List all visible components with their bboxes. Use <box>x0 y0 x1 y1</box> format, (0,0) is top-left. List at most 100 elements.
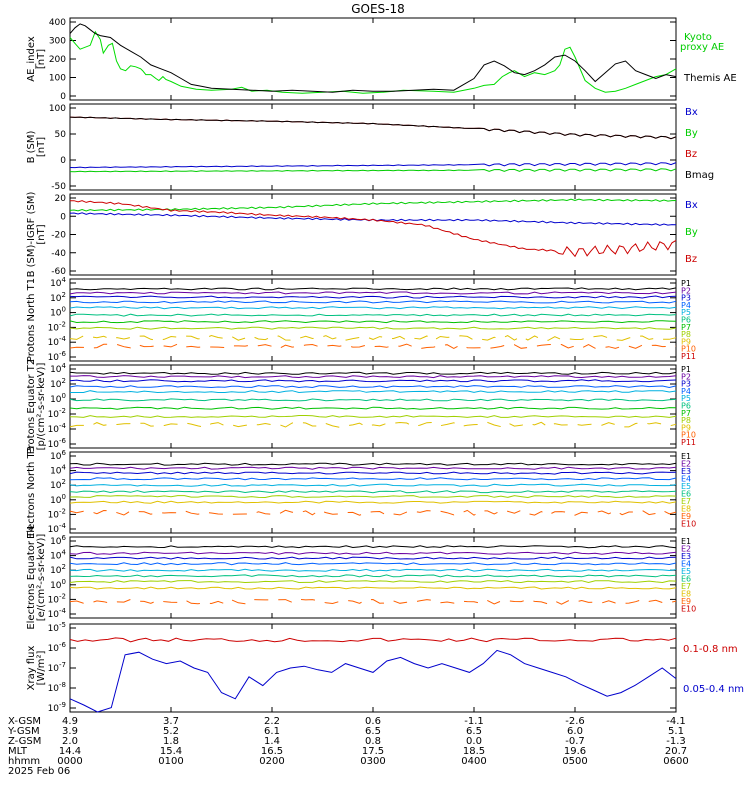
footer-row-label: Y-GSM <box>7 726 40 737</box>
series-line-e2 <box>69 466 677 470</box>
legend-e3: E3 <box>681 552 691 561</box>
y-tick-label: 400 <box>49 18 66 28</box>
legend-p1: P1 <box>681 279 691 288</box>
panel-8: 10-5 10-6 10-7 10-8 10-9 Xray flux [W/m²] 0.1-0… <box>26 621 744 714</box>
legend-p6: P6 <box>681 402 691 411</box>
series-line-bz <box>69 200 677 258</box>
y-tick-label: 100 <box>49 74 66 84</box>
footer-value-x: 0.6 <box>365 716 381 727</box>
series-line-p9 <box>69 334 677 341</box>
y-axis-label: B (SM) <box>26 130 37 163</box>
series-line-themis-ae <box>69 23 677 93</box>
y-tick-label: 102 <box>50 291 66 304</box>
series-line-p4 <box>69 300 677 304</box>
legend-p7: P7 <box>681 323 691 332</box>
legend-e5: E5 <box>681 482 691 491</box>
legend-e6: E6 <box>681 575 691 584</box>
series-line-e4 <box>69 477 677 481</box>
legend-by: By <box>685 227 698 238</box>
y-tick-label: 0 <box>60 212 66 222</box>
y-tick-label: 10-8 <box>48 681 66 694</box>
footer-value-mlt: 20.7 <box>665 746 687 757</box>
legend-e4: E4 <box>681 475 691 484</box>
series-line-kyoto-proxy-ae <box>69 30 677 94</box>
footer-value-z: -1.3 <box>666 736 686 747</box>
y-tick-label: 10-4 <box>48 607 67 620</box>
y-tick-label: -60 <box>51 267 66 277</box>
legend-p6: P6 <box>681 316 691 325</box>
series-line-bz <box>69 116 677 140</box>
footer-value-mlt: 15.4 <box>160 746 182 757</box>
legend-p9: P9 <box>681 423 691 432</box>
footer-value-mlt: 17.5 <box>362 746 384 757</box>
series-line-p5 <box>70 390 677 394</box>
series-line-e5 <box>69 483 677 487</box>
panel-frame <box>69 623 677 713</box>
footer-value-hhmm: 0600 <box>663 756 688 767</box>
y-tick-label: 104 <box>50 362 66 375</box>
legend-e9: E9 <box>681 597 691 606</box>
y-axis-label: Protons Equator T2 <box>26 359 37 455</box>
legend-p4: P4 <box>681 387 691 396</box>
legend-e9: E9 <box>681 512 691 521</box>
footer-value-z: 2.0 <box>62 736 78 747</box>
y-axis-label: [nT] <box>36 49 47 69</box>
legend-e1: E1 <box>681 537 691 546</box>
series-line-p6 <box>69 313 677 317</box>
plot-title: GOES-18 <box>351 2 405 16</box>
series-line-bx <box>69 162 677 169</box>
panel-frame <box>69 103 677 191</box>
footer-value-z: 0.8 <box>365 736 381 747</box>
legend-p8: P8 <box>681 416 691 425</box>
footer-row-label: MLT <box>8 746 28 757</box>
legend-p3: P3 <box>681 294 691 303</box>
legend-p10: P10 <box>681 431 696 440</box>
footer-value-mlt: 14.4 <box>59 746 81 757</box>
y-axis-label: [nT] <box>36 224 47 244</box>
series-line-xray-short <box>69 649 677 713</box>
series-line-e7 <box>69 495 677 499</box>
footer-value-x: -2.6 <box>565 716 585 727</box>
footer-value-mlt: 18.5 <box>463 746 485 757</box>
y-tick-label: 100 <box>49 104 66 114</box>
series-line-p2 <box>70 375 677 379</box>
y-tick-label: 102 <box>50 377 66 390</box>
legend-p4: P4 <box>681 301 691 310</box>
series-line-xray-long <box>69 637 677 643</box>
series-line-p2 <box>69 291 677 295</box>
series-line-p3 <box>69 295 677 299</box>
y-tick-label: -40 <box>51 249 66 259</box>
legend-bz: Bz <box>685 149 697 160</box>
legend-p1: P1 <box>681 365 691 374</box>
y-tick-label: 104 <box>50 464 66 477</box>
series-line-p5 <box>69 306 677 310</box>
footer-value-mlt: 16.5 <box>261 746 283 757</box>
y-axis-label: [e/(cm²-s-sr-keV)] <box>36 534 47 622</box>
y-tick-label: 300 <box>49 37 66 47</box>
series-line-by <box>69 168 677 173</box>
series-line-e7 <box>69 580 677 584</box>
y-tick-label: 10-6 <box>48 437 67 450</box>
footer-value-x: -1.1 <box>464 716 484 727</box>
legend-e4: E4 <box>681 560 691 569</box>
y-tick-label: -20 <box>51 231 66 241</box>
series-line-p1 <box>69 371 677 375</box>
y-tick-label: 10-4 <box>48 335 67 348</box>
footer-value-y: 6.5 <box>365 726 381 737</box>
series-line-p7 <box>69 320 677 324</box>
panel-frame <box>69 536 677 619</box>
legend-p5: P5 <box>681 394 691 403</box>
series-line-e3 <box>69 556 677 560</box>
y-tick-label: 100 <box>50 306 66 319</box>
series-line-e8 <box>69 586 677 590</box>
series-line-p4 <box>69 385 677 389</box>
legend-p2: P2 <box>681 286 691 295</box>
y-tick-label: 100 <box>50 493 66 506</box>
legend-e3: E3 <box>681 467 691 476</box>
footer-value-y: 6.5 <box>466 726 482 737</box>
y-axis-label: [p/(cm²-s-sr-keV)] <box>36 363 47 451</box>
